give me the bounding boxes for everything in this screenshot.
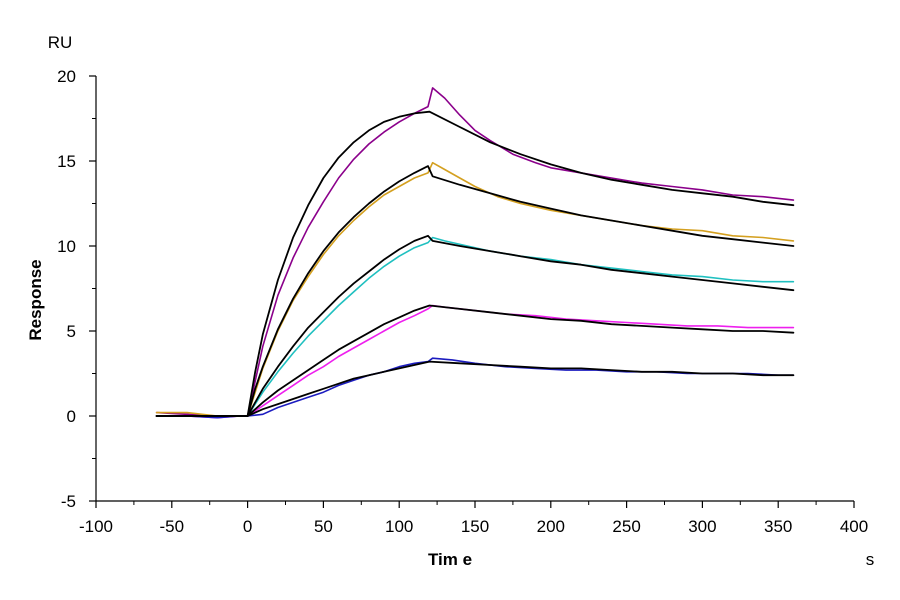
y-tick-label: 15 (57, 152, 76, 171)
series-line-conc-3-fit (155, 234, 795, 417)
series-line-conc-5-fit (155, 360, 795, 417)
series-line-conc-3-data (155, 236, 795, 417)
x-unit-label: s (866, 550, 875, 569)
series-line-conc-2-data (155, 161, 795, 417)
series-line-conc-2-fit (155, 165, 795, 417)
ticks: -100 -50 0 50 100 150 200 250 300 350 400-50510152… (57, 67, 868, 536)
y-tick-label: 20 (57, 67, 76, 86)
x-tick-label: -100 (79, 517, 113, 536)
series-line-conc-4-data (155, 304, 795, 419)
x-tick-label: 250 (612, 517, 640, 536)
x-tick-label: 350 (764, 517, 792, 536)
y-tick-label: 5 (67, 322, 76, 341)
series (155, 87, 795, 419)
series-line-conc-1-fit (155, 110, 795, 417)
y-axis-title: Response (26, 259, 45, 340)
x-tick-label: 400 (840, 517, 868, 536)
x-tick-label: 100 (385, 517, 413, 536)
y-tick-label: -5 (61, 492, 76, 511)
axes (95, 76, 854, 502)
y-unit-label: RU (48, 33, 73, 52)
x-axis-title: Tim e (428, 550, 472, 569)
x-tick-label: 50 (314, 517, 333, 536)
x-tick-label: 0 (243, 517, 252, 536)
y-tick-label: 0 (67, 407, 76, 426)
x-tick-label: 300 (688, 517, 716, 536)
x-tick-label: 150 (461, 517, 489, 536)
x-tick-label: 200 (537, 517, 565, 536)
series-line-conc-1-data (155, 87, 795, 417)
x-tick-label: -50 (160, 517, 185, 536)
series-line-conc-4-fit (155, 304, 795, 417)
y-tick-label: 10 (57, 237, 76, 256)
